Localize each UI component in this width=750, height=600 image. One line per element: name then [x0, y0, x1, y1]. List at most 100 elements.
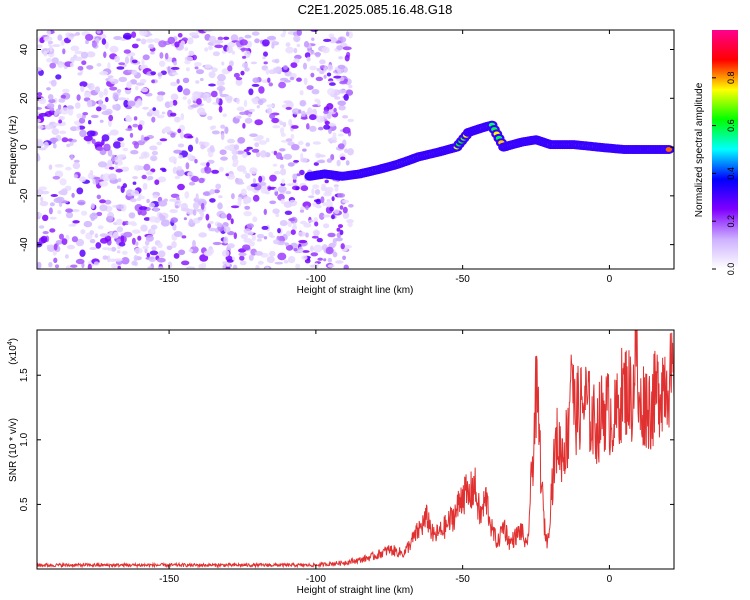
heatmap-noise-cell — [285, 106, 292, 110]
heatmap-noise-cell — [83, 135, 93, 142]
heatmap-noise-cell — [177, 143, 185, 148]
heatmap-noise-cell — [101, 104, 107, 111]
heatmap-noise-cell — [332, 132, 337, 139]
heatmap-noise-cell — [140, 209, 147, 216]
heatmap-noise-cell — [244, 117, 253, 124]
heatmap-noise-cell — [182, 88, 191, 96]
heatmap-noise-cell — [198, 208, 202, 215]
heatmap-noise-cell — [150, 71, 156, 76]
heatmap-noise-cell — [177, 85, 183, 93]
heatmap-noise-cell — [112, 105, 117, 110]
heatmap-noise-cell — [136, 197, 142, 201]
heatmap-noise-cell — [204, 166, 209, 171]
heatmap-noise-cell — [137, 235, 142, 241]
heatmap-noise-cell — [116, 250, 121, 254]
heatmap-noise-cell — [324, 179, 329, 184]
heatmap-noise-cell — [298, 231, 306, 237]
heatmap-noise-cell — [209, 189, 215, 195]
heatmap-noise-cell — [200, 144, 206, 150]
heatmap-noise-cell — [200, 112, 207, 115]
heatmap-noise-cell — [274, 188, 278, 192]
heatmap-noise-cell — [327, 264, 335, 268]
heatmap-noise-cell — [194, 91, 202, 96]
heatmap-noise-cell — [157, 176, 167, 183]
heatmap-noise-cell — [203, 250, 213, 257]
heatmap-noise-cell — [196, 69, 204, 75]
heatmap-noise-cell — [117, 97, 127, 101]
heatmap-noise-cell — [144, 248, 148, 254]
heatmap-noise-cell — [116, 226, 124, 233]
heatmap-noise-cell — [89, 247, 98, 250]
spectrogram-x-axis-label: Height of straight line (km) — [297, 285, 414, 296]
heatmap-noise-cell — [50, 194, 58, 197]
heatmap-noise-cell — [282, 121, 287, 128]
heatmap-noise-cell — [71, 139, 78, 143]
heatmap-noise-cell — [65, 265, 72, 269]
heatmap-noise-cell — [327, 232, 336, 238]
heatmap-noise-cell — [188, 50, 195, 56]
heatmap-noise-cell — [123, 32, 132, 40]
heatmap-noise-cell — [53, 257, 58, 263]
heatmap-noise-cell — [274, 190, 279, 196]
heatmap-noise-cell — [187, 144, 194, 152]
heatmap-noise-cell — [220, 213, 227, 219]
heatmap-noise-cell — [212, 241, 222, 246]
heatmap-noise-cell — [210, 90, 218, 98]
chart-title: C2E1.2025.085.16.48.G18 — [297, 2, 453, 17]
heatmap-noise-cell — [38, 112, 48, 117]
heatmap-noise-cell — [211, 169, 220, 174]
heatmap-noise-cell — [94, 86, 101, 93]
heatmap-noise-cell — [328, 139, 338, 143]
spectrogram-panel: -150 -100 -50 0 40 20 0 -20 -40 Height of strai… — [8, 29, 675, 296]
heatmap-noise-cell — [54, 264, 60, 269]
heatmap-noise-cell — [231, 50, 236, 55]
heatmap-noise-cell — [40, 196, 44, 202]
heatmap-noise-cell — [62, 88, 70, 93]
heatmap-noise-cell — [302, 201, 312, 209]
heatmap-noise-cell — [290, 62, 298, 68]
heatmap-noise-cell — [217, 202, 223, 210]
heatmap-noise-cell — [68, 33, 77, 37]
heatmap-noise-cell — [146, 171, 153, 176]
heatmap-noise-cell — [171, 72, 179, 76]
heatmap-noise-cell — [311, 235, 319, 239]
heatmap-noise-cell — [59, 233, 64, 240]
heatmap-noise-cell — [340, 156, 346, 161]
heatmap-ridge-cell — [665, 147, 672, 152]
heatmap-noise-cell — [95, 242, 102, 249]
heatmap-noise-cell — [237, 115, 242, 119]
heatmap-noise-cell — [300, 157, 308, 163]
heatmap-noise-cell — [286, 230, 291, 237]
snr-multiplier-label: (x104) — [7, 338, 19, 365]
heatmap-noise-cell — [80, 51, 89, 59]
heatmap-noise-cell — [52, 44, 61, 48]
heatmap-noise-cell — [342, 255, 346, 260]
heatmap-noise-cell — [186, 266, 196, 269]
heatmap-noise-cell — [326, 72, 332, 77]
heatmap-noise-cell — [258, 175, 263, 183]
heatmap-noise-cell — [337, 89, 347, 94]
heatmap-noise-cell — [172, 166, 178, 174]
heatmap-noise-cell — [251, 31, 260, 36]
heatmap-noise-cell — [224, 95, 233, 102]
heatmap-noise-cell — [132, 123, 139, 128]
heatmap-noise-cell — [182, 77, 190, 84]
heatmap-noise-cell — [200, 77, 204, 82]
heatmap-noise-cell — [37, 140, 44, 148]
heatmap-noise-cell — [321, 46, 330, 54]
heatmap-noise-cell — [86, 100, 93, 108]
heatmap-noise-cell — [107, 159, 113, 166]
heatmap-noise-cell — [44, 124, 54, 130]
heatmap-noise-cell — [303, 41, 310, 48]
heatmap-noise-cell — [132, 176, 139, 180]
heatmap-noise-cell — [148, 202, 155, 208]
heatmap-noise-cell — [91, 138, 96, 144]
heatmap-noise-cell — [173, 231, 183, 237]
heatmap-noise-cell — [285, 138, 293, 142]
heatmap-noise-cell — [118, 242, 126, 247]
heatmap-noise-cell — [130, 221, 137, 225]
heatmap-noise-cell — [255, 264, 260, 269]
heatmap-noise-cell — [207, 223, 212, 229]
heatmap-noise-cell — [323, 124, 331, 130]
heatmap-noise-cell — [254, 119, 263, 126]
